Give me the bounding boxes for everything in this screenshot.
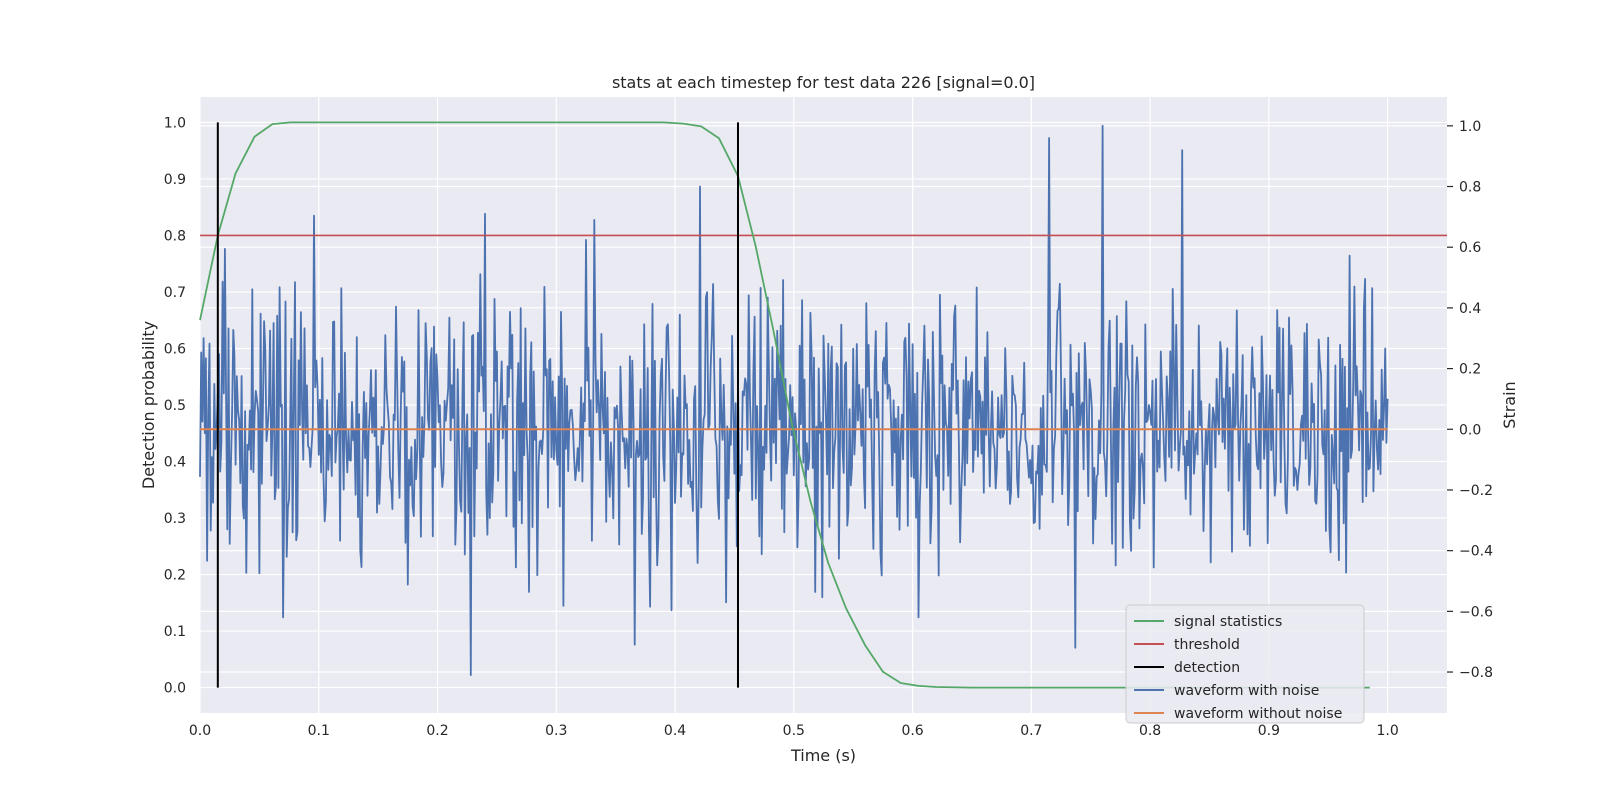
legend-label: signal statistics (1174, 614, 1282, 630)
legend-items: signal statistics threshold detection wavef… (1134, 614, 1342, 722)
y-left-tick-label: 0.5 (164, 398, 186, 414)
y-left-tick-label: 0.3 (164, 511, 186, 527)
x-tick-label: 0.0 (189, 723, 211, 739)
y-left-tick-label: 1.0 (164, 115, 186, 131)
x-tick-label: 0.9 (1258, 723, 1280, 739)
y-left-tick-label: 0.6 (164, 341, 186, 357)
y-right-axis-ticks: −0.8 −0.6 −0.4 −0.2 0.0 0.2 0.4 0.6 0.8 1.0 (1447, 119, 1493, 681)
y-right-tick-label: −0.6 (1459, 604, 1493, 620)
y-left-axis-label: Detection probability (139, 321, 158, 489)
series-waveform-with-noise (199, 124, 1389, 676)
y-left-tick-label: 0.8 (164, 228, 186, 244)
x-tick-label: 0.4 (664, 723, 686, 739)
x-axis-label: Time (s) (790, 746, 856, 765)
y-right-tick-label: 0.4 (1459, 301, 1481, 317)
y-left-tick-label: 0.1 (164, 624, 186, 640)
y-left-tick-label: 0.4 (164, 455, 186, 471)
y-right-tick-label: 0.6 (1459, 240, 1481, 256)
x-tick-label: 0.8 (1139, 723, 1161, 739)
y-right-tick-label: −0.8 (1459, 665, 1493, 681)
y-left-tick-label: 0.7 (164, 285, 186, 301)
legend-label: waveform without noise (1174, 706, 1342, 722)
x-tick-label: 1.0 (1376, 723, 1398, 739)
y-right-tick-label: 1.0 (1459, 119, 1481, 135)
x-tick-label: 0.3 (545, 723, 567, 739)
chart-title: stats at each timestep for test data 226… (612, 73, 1035, 92)
x-tick-label: 0.7 (1020, 723, 1042, 739)
x-axis-ticks: 0.0 0.1 0.2 0.3 0.4 0.5 0.6 0.7 0.8 0.9 1.0 (189, 723, 1399, 739)
x-tick-label: 0.6 (901, 723, 923, 739)
y-left-tick-label: 0.9 (164, 172, 186, 188)
x-tick-label: 0.2 (426, 723, 448, 739)
y-right-tick-label: 0.2 (1459, 362, 1481, 378)
legend: signal statistics threshold detection wavef… (1125, 604, 1365, 724)
y-left-tick-label: 0.0 (164, 681, 186, 697)
y-right-tick-label: 0.0 (1459, 422, 1481, 438)
legend-label: detection (1174, 660, 1240, 676)
series-layer (199, 121, 1447, 689)
y-left-tick-label: 0.2 (164, 568, 186, 584)
legend-label: waveform with noise (1174, 683, 1319, 699)
legend-label: threshold (1174, 637, 1240, 653)
x-tick-label: 0.1 (308, 723, 330, 739)
y-right-tick-label: −0.4 (1459, 544, 1493, 560)
y-right-tick-label: 0.8 (1459, 180, 1481, 196)
y-right-tick-label: −0.2 (1459, 483, 1493, 499)
y-right-axis-label: Strain (1500, 381, 1519, 428)
legend-box (1125, 604, 1365, 724)
series-signal-statistics (199, 121, 1370, 689)
y-left-axis-ticks: 0.0 0.1 0.2 0.3 0.4 0.5 0.6 0.7 0.8 0.9 1.0 (164, 115, 186, 696)
x-tick-label: 0.5 (783, 723, 805, 739)
